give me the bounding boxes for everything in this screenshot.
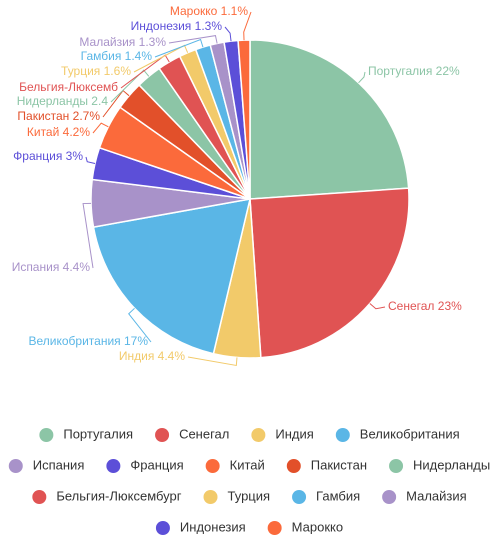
slice-label: Пакистан 2.7% [17, 109, 100, 123]
leader-line [224, 26, 232, 42]
slice-label: Франция 3% [13, 149, 83, 163]
leader-line [154, 38, 204, 58]
legend-label[interactable]: Китай [230, 457, 265, 472]
slice-label: Бельгия-Люксемб [19, 80, 118, 94]
leader-line [128, 307, 152, 343]
pie-slice [237, 39, 251, 200]
legend-marker[interactable] [205, 459, 220, 473]
legend-label[interactable]: Марокко [292, 519, 343, 534]
leader-line [168, 35, 218, 44]
slice-label: Нидерланды 2.4 [17, 94, 109, 108]
slice-label: Малайзия 1.3% [79, 35, 166, 49]
legend-marker[interactable] [267, 521, 282, 535]
legend-label[interactable]: Турция [228, 488, 271, 503]
legend-label[interactable]: Индонезия [180, 519, 246, 534]
pie-slice [249, 187, 410, 359]
slice-label: Португалия 22% [368, 64, 460, 78]
legend-marker[interactable] [292, 490, 307, 504]
legend-label[interactable]: Великобритания [360, 426, 460, 441]
leader-line [369, 303, 386, 310]
legend-label[interactable]: Гамбия [316, 488, 360, 503]
legend-marker[interactable] [106, 459, 121, 473]
legend-label[interactable]: Пакистан [311, 457, 367, 472]
legend-marker[interactable] [251, 428, 266, 442]
legend-marker[interactable] [39, 428, 54, 442]
slice-label: Китай 4.2% [27, 125, 90, 139]
slice-label: Сенегал 23% [388, 299, 462, 313]
leader-line [82, 202, 94, 269]
legend-marker[interactable] [8, 459, 23, 473]
legend-label[interactable]: Португалия [63, 426, 133, 441]
legend-label[interactable]: Нидерланды [413, 457, 490, 472]
slice-label: Марокко 1.1% [170, 4, 248, 18]
leader-line [110, 69, 150, 103]
leader-line [358, 71, 366, 84]
legend-marker[interactable] [32, 490, 47, 504]
leader-line [187, 356, 238, 367]
legend-label[interactable]: Сенегал [179, 426, 229, 441]
legend-label[interactable]: Испания [33, 457, 85, 472]
legend-marker[interactable] [389, 459, 404, 473]
slice-label: Испания 4.4% [12, 260, 91, 274]
leader-line [92, 122, 109, 134]
slice-label: Индия 4.4% [119, 349, 185, 363]
leader-line [85, 156, 96, 164]
legend-marker[interactable] [286, 459, 301, 473]
legend-label[interactable]: Бельгия-Люксембург [56, 488, 181, 503]
leader-line [243, 11, 252, 41]
pie-slice [249, 39, 410, 200]
legend-marker[interactable] [382, 490, 397, 504]
slice-label: Индонезия 1.3% [131, 19, 223, 33]
slice-label: Гамбия 1.4% [81, 49, 153, 63]
slice-label: Турция 1.6% [61, 64, 131, 78]
legend-label[interactable]: Малайзия [406, 488, 467, 503]
legend-label[interactable]: Франция [130, 457, 183, 472]
slice-label: Великобритания 17% [28, 334, 148, 348]
legend-label[interactable]: Индия [275, 426, 313, 441]
legend-marker[interactable] [155, 521, 170, 535]
legend-marker[interactable] [155, 428, 170, 442]
legend-marker[interactable] [335, 428, 350, 442]
legend-marker[interactable] [203, 490, 218, 504]
